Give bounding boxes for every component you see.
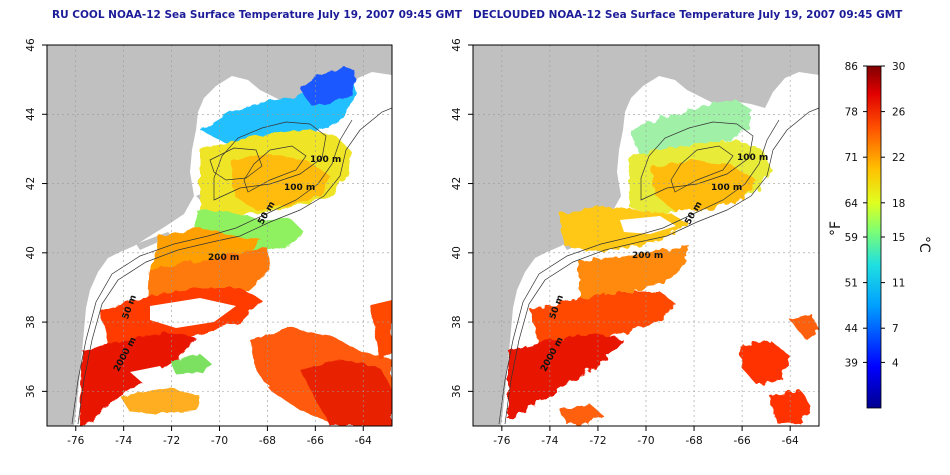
celsius-unit-label: °C	[916, 236, 932, 253]
lon-tick-label: -68	[685, 435, 702, 447]
map-panel-left: 100 m 100 m 50 m 200 m 50 m 2000 m -76 -7…	[25, 38, 393, 447]
fahrenheit-tick-label: 71	[845, 152, 858, 164]
celsius-tick-label: 7	[892, 323, 899, 335]
land-mass	[47, 45, 392, 426]
lat-tick-label: 38	[451, 315, 463, 328]
panel-title-left: RU COOL NOAA-12 Sea Surface Temperature …	[52, 9, 462, 21]
isobath-label: 200 m	[632, 251, 663, 261]
lon-tick-label: -64	[782, 435, 799, 447]
grid-lines-right	[473, 45, 819, 426]
celsius-tick-label: 26	[892, 107, 906, 119]
land-mass	[473, 45, 819, 426]
fahrenheit-tick-label: 59	[845, 232, 858, 244]
celsius-tick-label: 22	[892, 152, 905, 164]
lon-tick-label: -64	[355, 435, 372, 447]
isobath-label: 100 m	[284, 183, 315, 193]
lat-tick-label: 42	[451, 177, 463, 190]
lon-tick-label: -72	[163, 435, 180, 447]
lat-tick-label: 40	[25, 246, 37, 259]
lat-tick-label: 46	[25, 38, 37, 52]
fahrenheit-tick-label: 51	[845, 278, 858, 290]
fahrenheit-tick-label: 64	[845, 198, 859, 210]
celsius-tick-label: 4	[892, 357, 899, 369]
lat-tick-label: 36	[25, 384, 37, 398]
fahrenheit-tick-label: 78	[845, 107, 858, 119]
lon-tick-label: -70	[211, 435, 228, 447]
grid-lines-left	[47, 45, 392, 426]
axis-ticks-left: -76 -74 -72 -70 -68 -66 -64 46 44 42 40 38 36	[25, 38, 372, 447]
isobath-label: 200 m	[208, 253, 239, 263]
lon-tick-label: -72	[589, 435, 606, 447]
fahrenheit-tick-label: 39	[845, 357, 858, 369]
celsius-tick-label: 15	[892, 232, 905, 244]
lat-tick-label: 40	[451, 246, 463, 259]
fahrenheit-tick-label: 44	[845, 323, 859, 335]
lon-tick-label: -76	[67, 435, 84, 447]
cloud-gaps-right	[620, 206, 800, 234]
lon-tick-label: -74	[541, 435, 558, 447]
lon-tick-label: -76	[493, 435, 510, 447]
map-panel-right: 100 m 100 m 50 m 200 m 50 m 2000 m -76 -7…	[451, 38, 820, 447]
lat-tick-label: 42	[25, 177, 37, 190]
fahrenheit-unit-label: °F	[828, 221, 844, 236]
lat-tick-label: 44	[25, 107, 37, 121]
panel-title-right: DECLOUDED NOAA-12 Sea Surface Temperatur…	[473, 9, 903, 21]
celsius-tick-label: 30	[892, 61, 905, 73]
isobath-contours-right	[498, 107, 819, 425]
lat-tick-label: 38	[25, 315, 37, 328]
celsius-tick-label: 18	[892, 198, 905, 210]
lon-tick-label: -70	[637, 435, 654, 447]
lon-tick-label: -66	[734, 435, 751, 447]
isobath-label: 100 m	[737, 153, 768, 163]
lat-tick-label: 44	[451, 107, 463, 121]
sst-field-right	[508, 100, 819, 424]
lon-tick-label: -66	[307, 435, 324, 447]
lat-tick-label: 46	[451, 38, 463, 52]
lon-tick-label: -74	[115, 435, 132, 447]
isobath-label: 100 m	[711, 183, 742, 193]
lon-tick-label: -68	[259, 435, 276, 447]
isobath-contours-left	[71, 107, 392, 425]
colorbar-gradient	[866, 65, 882, 409]
sst-field-left	[80, 66, 392, 426]
axis-ticks-right: -76 -74 -72 -70 -68 -66 -64 46 44 42 40 38 36	[451, 38, 799, 447]
isobath-label: 100 m	[310, 155, 341, 165]
fahrenheit-tick-label: 86	[845, 61, 859, 73]
lat-tick-label: 36	[451, 384, 463, 398]
celsius-tick-label: 11	[892, 278, 905, 290]
